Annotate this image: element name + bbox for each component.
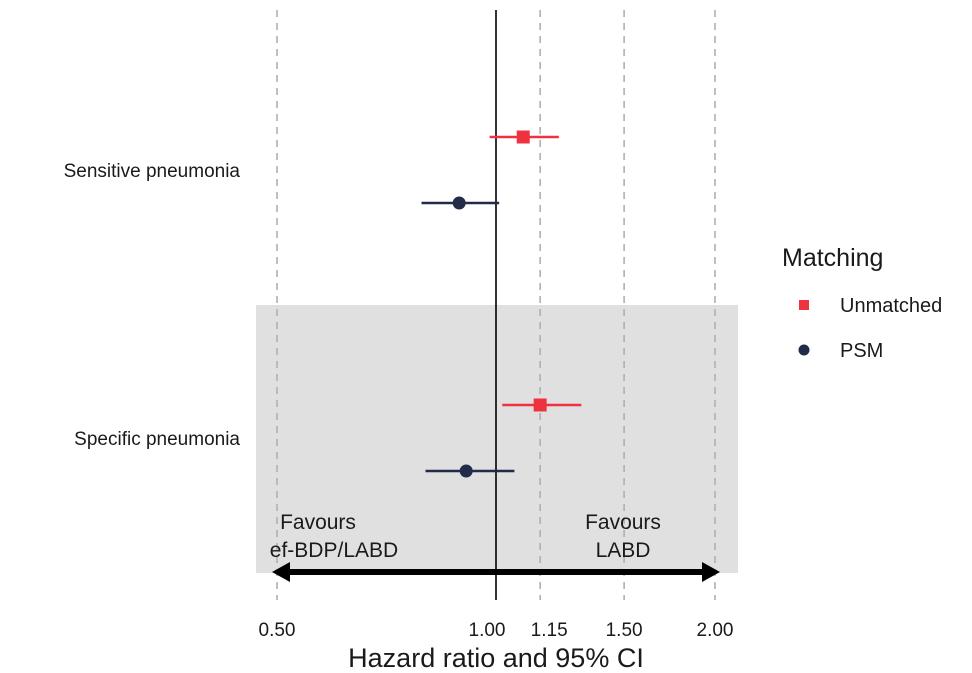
legend-key-psm (798, 344, 810, 356)
favours-left-line2: ef-BDP/LABD (270, 539, 398, 562)
favours-right-line1: Favours (585, 511, 661, 534)
x-tick-labels: 0.50 1.00 1.15 1.50 2.00 (259, 620, 734, 641)
x-tick-label-1.50: 1.50 (606, 620, 643, 641)
point-psm-1 (459, 464, 473, 478)
x-axis-title: Hazard ratio and 95% CI (348, 643, 644, 673)
legend-label-unmatched: Unmatched (840, 295, 942, 317)
x-tick-label-2.00: 2.00 (697, 620, 734, 641)
legend: Matching Unmatched PSM (782, 244, 942, 362)
legend-title: Matching (782, 244, 883, 272)
favours-right-line2: LABD (596, 539, 651, 562)
arrow-head-left (272, 562, 290, 582)
data-marks (421, 130, 582, 478)
category-label-specific: Specific pneumonia (74, 429, 240, 450)
legend-key-unmatched (799, 300, 809, 310)
legend-label-psm: PSM (840, 340, 883, 362)
point-unmatched-0 (516, 130, 530, 144)
arrow-head-right (702, 562, 720, 582)
x-tick-label-1.00: 1.00 (469, 620, 506, 641)
favours-left-line1: Favours (280, 511, 356, 534)
x-tick-label-1.15: 1.15 (531, 620, 568, 641)
category-label-sensitive: Sensitive pneumonia (64, 161, 241, 182)
direction-arrow (272, 562, 720, 582)
point-psm-0 (452, 196, 466, 210)
shaded-row-band (256, 305, 738, 573)
point-unmatched-1 (533, 398, 547, 412)
x-tick-label-0.50: 0.50 (259, 620, 296, 641)
